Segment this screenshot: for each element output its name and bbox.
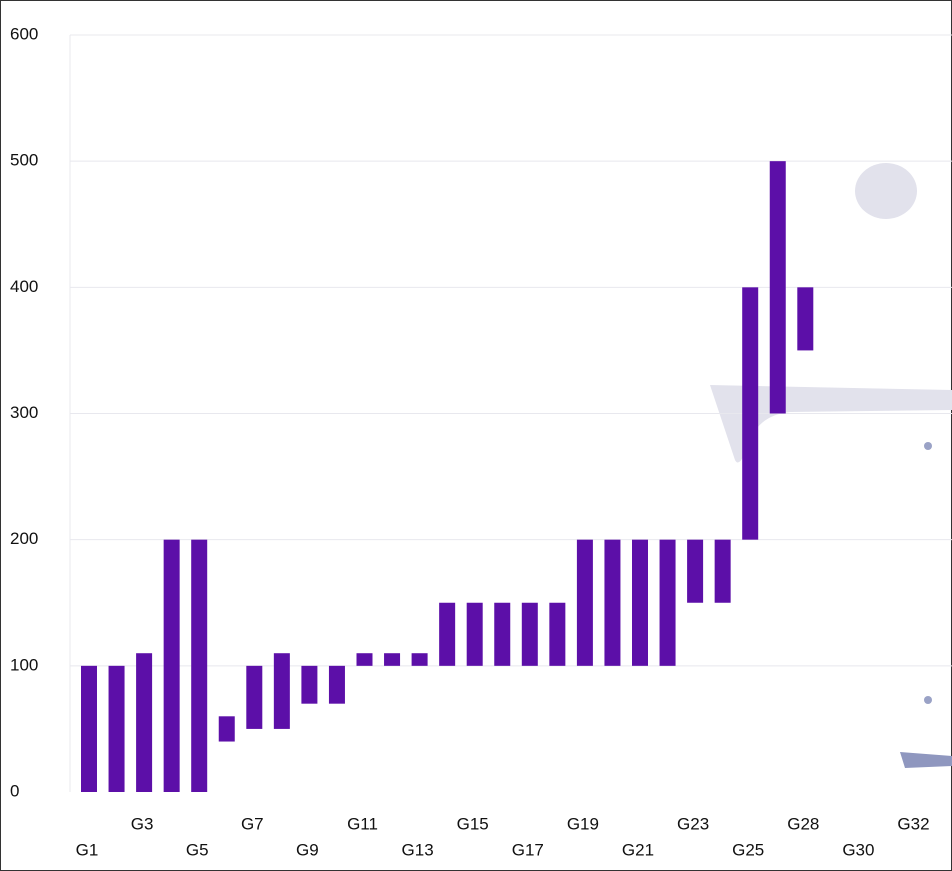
x-tick-label: G21	[622, 840, 654, 859]
y-tick-label: 400	[10, 277, 38, 296]
x-tick-label: G11	[347, 814, 378, 833]
bar	[328, 665, 345, 704]
bar	[439, 602, 456, 666]
bar	[218, 716, 235, 742]
watermark-shape	[900, 752, 952, 768]
bar	[273, 653, 290, 729]
y-tick-label: 0	[10, 781, 19, 800]
bar	[659, 539, 676, 666]
bar	[742, 287, 759, 540]
bar	[687, 539, 704, 603]
bar	[549, 602, 566, 666]
x-tick-label: G32	[897, 814, 929, 833]
bar	[136, 653, 153, 792]
bar	[108, 665, 125, 792]
watermark-dot	[924, 696, 932, 704]
x-tick-label: G1	[76, 840, 99, 859]
x-tick-label: G5	[186, 840, 209, 859]
x-tick-label: G23	[677, 814, 709, 833]
bar	[81, 665, 97, 792]
bar	[714, 539, 731, 603]
x-tick-label: G3	[131, 814, 154, 833]
y-tick-label: 500	[10, 151, 38, 170]
bar	[769, 161, 786, 414]
watermark-circle	[855, 163, 917, 219]
bar	[191, 539, 208, 792]
bar	[521, 602, 538, 666]
x-tick-label: G25	[732, 840, 764, 859]
x-tick-label: G13	[402, 840, 434, 859]
bar	[163, 539, 180, 792]
bar	[466, 602, 483, 666]
x-tick-label: G9	[296, 840, 319, 859]
x-tick-label: G19	[567, 814, 599, 833]
x-tick-label: G17	[512, 840, 544, 859]
bar	[411, 653, 428, 666]
bar	[576, 539, 593, 666]
bar	[494, 602, 511, 666]
bar	[301, 665, 318, 704]
x-tick-label: G28	[787, 814, 819, 833]
bar	[384, 653, 401, 666]
bar	[797, 287, 814, 351]
x-tick-label: G15	[457, 814, 489, 833]
bar	[356, 653, 373, 666]
bar	[632, 539, 648, 666]
watermark-dot	[924, 442, 932, 450]
y-tick-label: 600	[10, 24, 38, 43]
bar	[604, 539, 621, 666]
x-tick-label: G30	[842, 840, 874, 859]
y-tick-label: 100	[10, 655, 38, 674]
y-tick-label: 300	[10, 403, 38, 422]
y-tick-label: 200	[10, 529, 38, 548]
bar	[246, 665, 263, 729]
x-tick-label: G7	[241, 814, 264, 833]
